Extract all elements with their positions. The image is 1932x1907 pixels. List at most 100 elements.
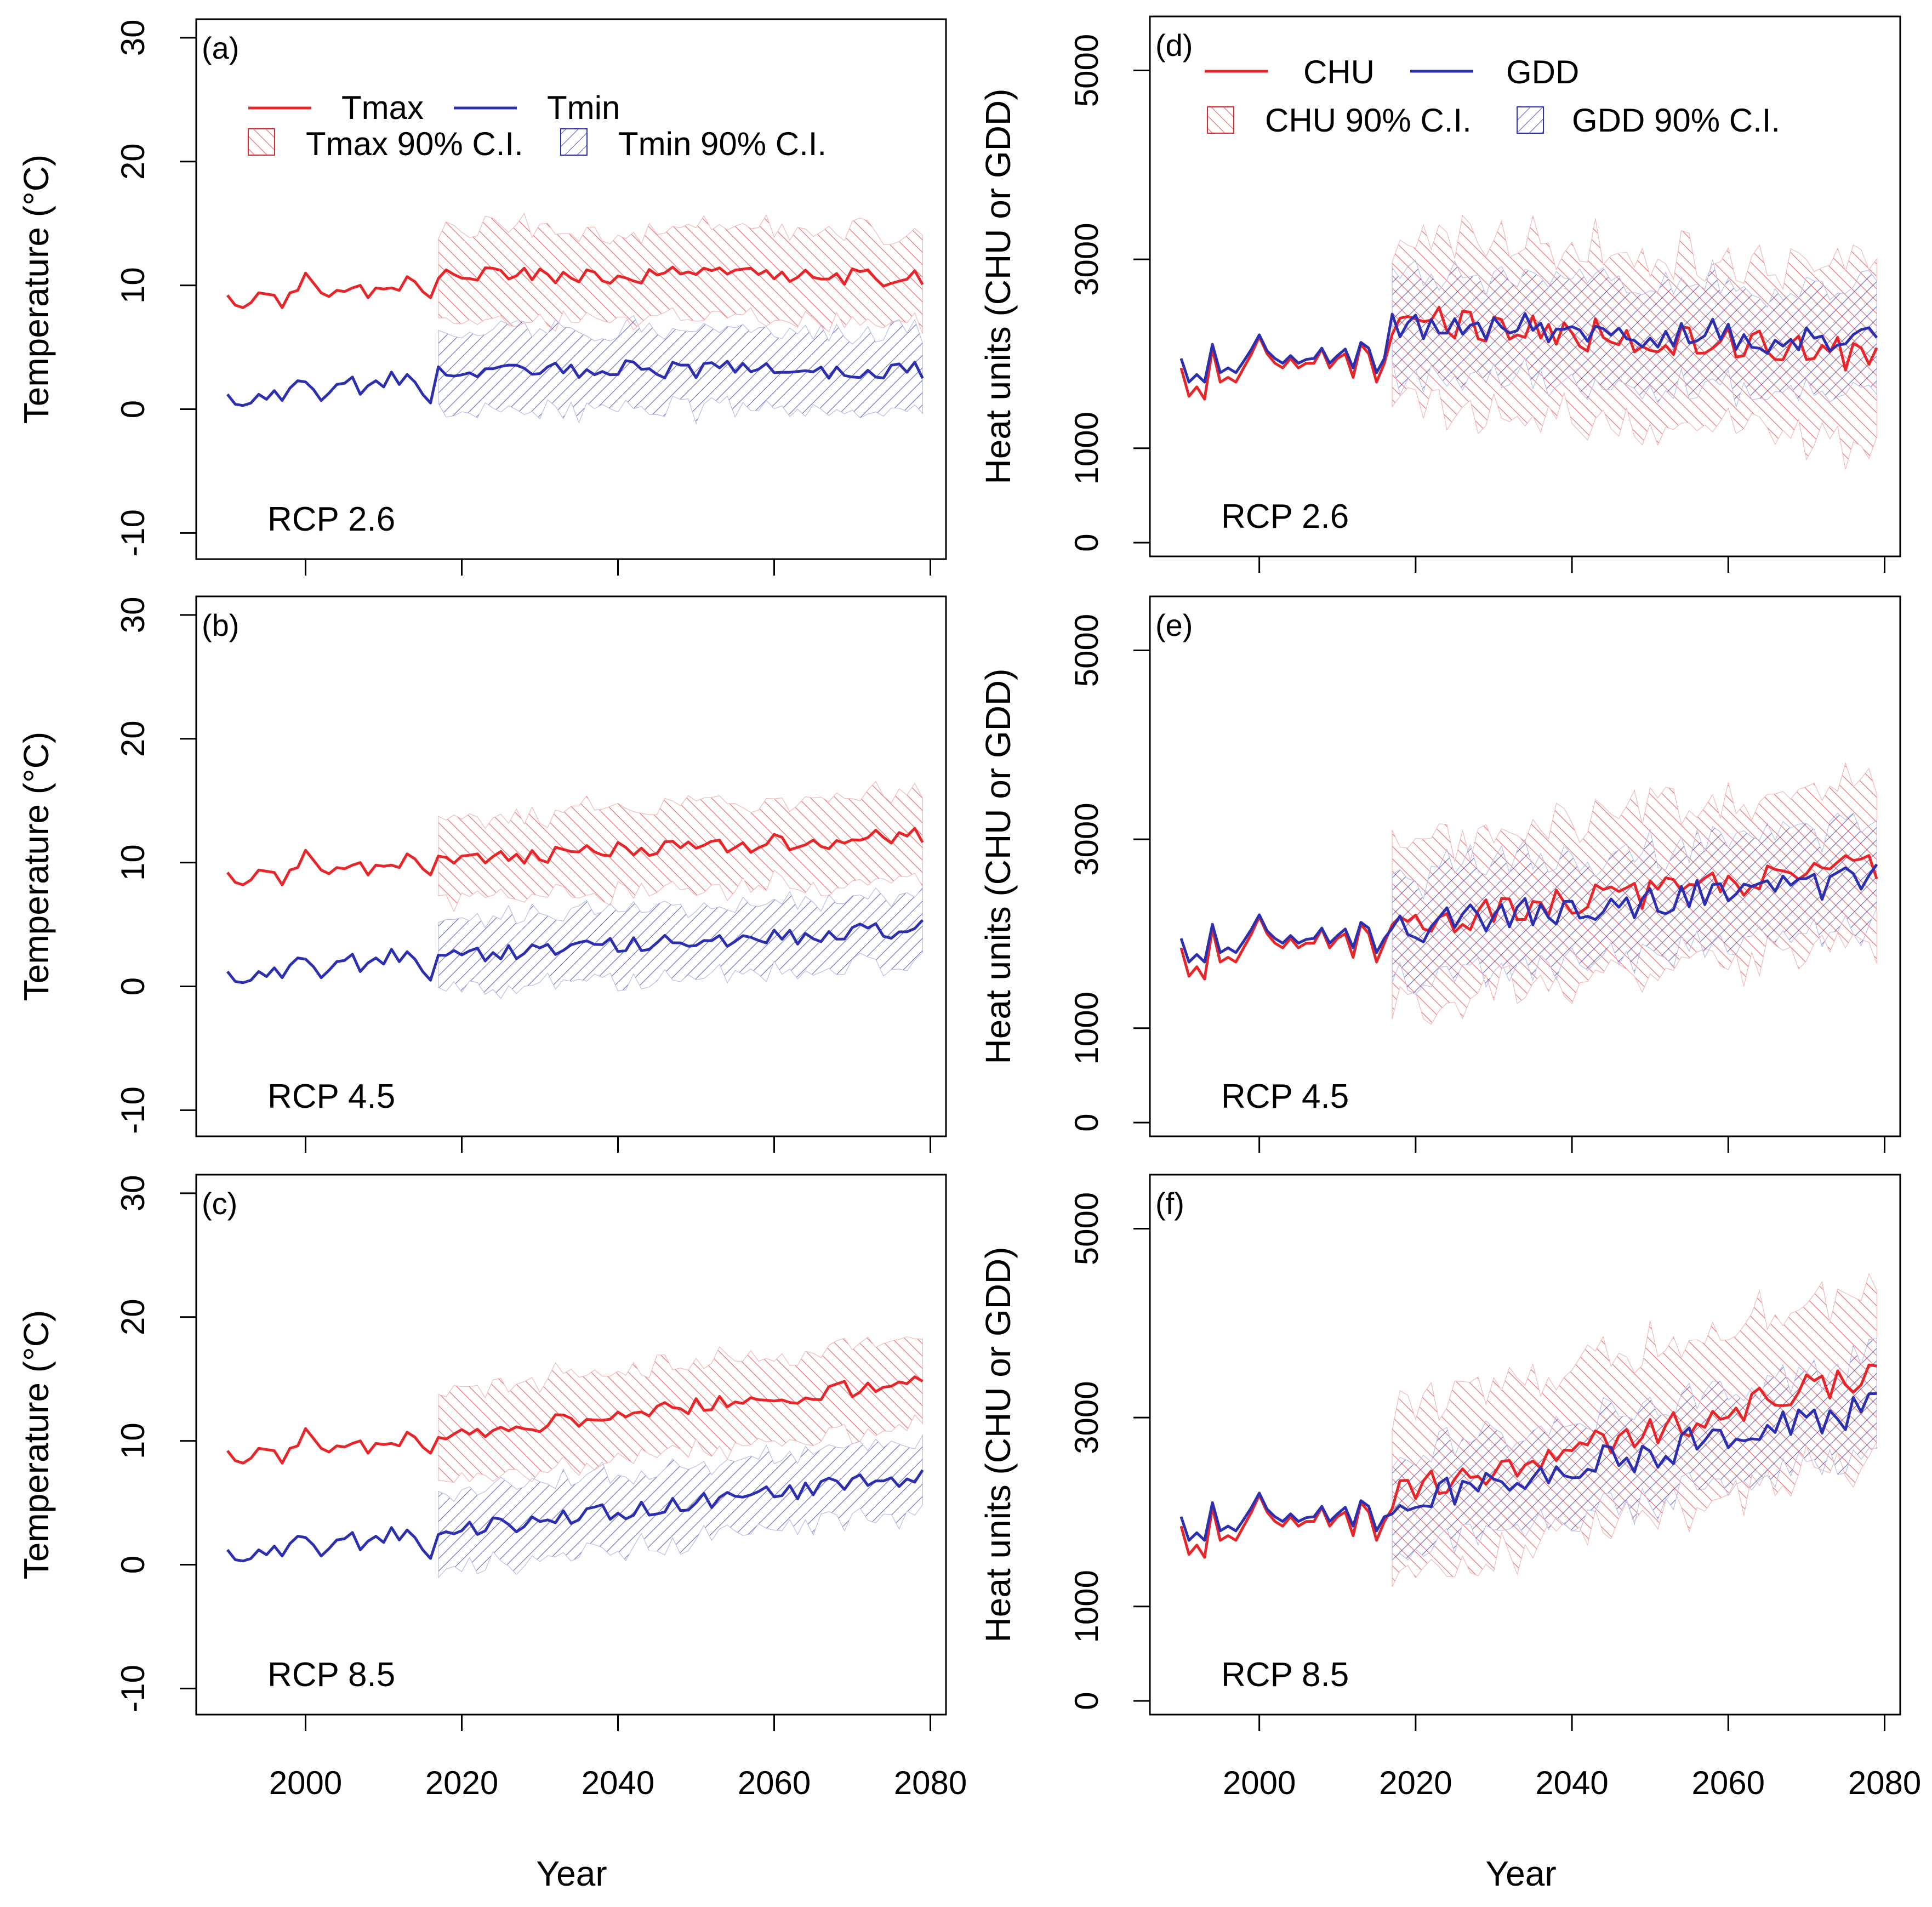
y-axis-title: Temperature (°C) bbox=[16, 732, 56, 1001]
legend-label-tmin: Tmin bbox=[547, 89, 620, 126]
plot-frame bbox=[195, 1174, 947, 1716]
y-tick-label: -10 bbox=[115, 1086, 151, 1134]
x-tick-label: 2000 bbox=[269, 1764, 342, 1801]
x-tick-label: 2040 bbox=[1535, 1764, 1608, 1801]
y-tick-label: 20 bbox=[115, 1299, 151, 1335]
y-tick-label: 10 bbox=[115, 844, 151, 881]
x-axis-title-left: Year bbox=[536, 1854, 607, 1893]
series-line-gdd bbox=[1179, 1392, 1877, 1542]
y-tick-label: 20 bbox=[115, 143, 151, 180]
x-tick-label: 2080 bbox=[1848, 1764, 1921, 1801]
series-line-tmin bbox=[226, 919, 924, 984]
x-tick-label: 2060 bbox=[738, 1764, 811, 1801]
series-line-tmin bbox=[226, 359, 924, 407]
y-tick-label: 5000 bbox=[1068, 1192, 1105, 1265]
y-axis-title: Temperature (°C) bbox=[16, 1310, 56, 1580]
series-line-tmin bbox=[226, 1469, 924, 1563]
series-line-chu bbox=[1179, 1363, 1877, 1559]
y-tick-label: 0 bbox=[115, 400, 151, 418]
y-axis-title: Temperature (°C) bbox=[16, 155, 56, 424]
panel-label: (f) bbox=[1155, 1186, 1184, 1221]
y-tick-label: 30 bbox=[115, 597, 151, 634]
y-tick-label: -10 bbox=[115, 509, 151, 557]
plot-frame bbox=[195, 595, 947, 1137]
legend-label-tmax: Tmax bbox=[341, 89, 424, 126]
series-line-gdd bbox=[1179, 312, 1878, 384]
scenario-label: RCP 2.6 bbox=[1221, 498, 1349, 536]
x-tick-label: 2020 bbox=[1379, 1764, 1452, 1801]
ci-band-lower-var bbox=[1392, 259, 1877, 409]
series-line-tmax bbox=[226, 1375, 924, 1465]
panel-label: (d) bbox=[1155, 28, 1193, 62]
y-tick-label: 0 bbox=[1068, 1692, 1105, 1710]
legend-label-tmin-ci: Tmin 90% C.I. bbox=[618, 126, 827, 162]
legend: Tmax Tmin Tmax 90% C.I. Tmin 90% C.I. bbox=[248, 89, 827, 162]
series-line-tmax bbox=[226, 265, 924, 309]
y-tick-label: 3000 bbox=[1068, 1381, 1105, 1454]
plot-frame bbox=[1149, 595, 1901, 1137]
y-tick-label: 10 bbox=[115, 1422, 151, 1459]
ci-band-lower-var bbox=[1392, 812, 1877, 995]
panel-e: 0 1000 3000 5000 Heat units (CHU or GDD) (e) R… bbox=[978, 595, 1901, 1153]
series-line-gdd bbox=[1179, 863, 1878, 964]
legend-label-chu: CHU bbox=[1303, 54, 1375, 90]
panel-a: -10 0 10 20 30 Temperature (°C) (a) RCP 2.6 Tmax… bbox=[16, 18, 947, 576]
plot-frame bbox=[1149, 15, 1901, 557]
scenario-label: RCP 2.6 bbox=[267, 500, 395, 538]
y-tick-label: 0 bbox=[1068, 533, 1105, 551]
ci-band-lower-var bbox=[438, 315, 923, 425]
legend-swatch-chu-ci bbox=[1207, 106, 1234, 134]
x-axis-title-right: Year bbox=[1485, 1854, 1556, 1893]
panels: -10 0 10 20 30 Temperature (°C) (a) RCP 2.6 Tmax… bbox=[16, 15, 1921, 1801]
scenario-label: RCP 8.5 bbox=[1221, 1656, 1349, 1694]
y-tick-label: 0 bbox=[1068, 1113, 1105, 1131]
x-tick-label: 2000 bbox=[1223, 1764, 1296, 1801]
legend-label-chu-ci: CHU 90% C.I. bbox=[1265, 102, 1472, 139]
y-tick-label: 1000 bbox=[1068, 992, 1105, 1064]
panel-b: -10 0 10 20 30 Temperature (°C) (b) RCP 4.5 bbox=[16, 595, 947, 1153]
y-tick-label: -10 bbox=[115, 1665, 151, 1712]
y-axis-title: Heat units (CHU or GDD) bbox=[978, 1247, 1018, 1643]
y-axis-title: Heat units (CHU or GDD) bbox=[978, 669, 1018, 1064]
y-tick-label: 5000 bbox=[1068, 614, 1105, 687]
y-tick-label: 3000 bbox=[1068, 223, 1105, 295]
y-tick-label: 0 bbox=[115, 1556, 151, 1574]
y-tick-label: 1000 bbox=[1068, 1570, 1105, 1643]
plot-frame bbox=[1149, 1174, 1901, 1716]
legend-swatch-tmax-ci bbox=[248, 128, 275, 156]
plot-frame bbox=[195, 18, 947, 560]
panel-d: 0 1000 3000 5000 Heat units (CHU or GDD) (d) R… bbox=[978, 15, 1901, 573]
series-line-tmax bbox=[226, 827, 924, 886]
ci-band-lower-var bbox=[1392, 1338, 1877, 1561]
legend: CHU GDD CHU 90% C.I. GDD 90% C.I. bbox=[1205, 54, 1780, 139]
ci-band-lower-var bbox=[438, 1434, 923, 1579]
x-tick-label: 2060 bbox=[1692, 1764, 1765, 1801]
y-tick-label: 20 bbox=[115, 720, 151, 757]
scenario-label: RCP 4.5 bbox=[1221, 1078, 1349, 1115]
y-tick-label: 1000 bbox=[1068, 412, 1105, 485]
panel-label: (b) bbox=[202, 608, 239, 642]
y-tick-label: 5000 bbox=[1068, 34, 1105, 107]
panel-label: (a) bbox=[202, 31, 239, 65]
y-tick-label: 10 bbox=[115, 267, 151, 304]
y-tick-label: 0 bbox=[115, 977, 151, 995]
legend-swatch-gdd-ci bbox=[1517, 106, 1544, 134]
legend-label-tmax-ci: Tmax 90% C.I. bbox=[306, 126, 523, 162]
legend-swatch-tmin-ci bbox=[560, 128, 588, 156]
scenario-label: RCP 4.5 bbox=[267, 1078, 395, 1115]
panel-label: (c) bbox=[202, 1186, 237, 1221]
y-tick-label: 30 bbox=[115, 1175, 151, 1212]
x-tick-label: 2040 bbox=[582, 1764, 654, 1801]
legend-label-gdd-ci: GDD 90% C.I. bbox=[1572, 102, 1780, 139]
y-tick-label: 3000 bbox=[1068, 802, 1105, 875]
panel-label: (e) bbox=[1155, 608, 1193, 642]
scenario-label: RCP 8.5 bbox=[267, 1656, 395, 1694]
y-axis-title: Heat units (CHU or GDD) bbox=[978, 89, 1018, 485]
panel-f: 2000 2020 2040 2060 2080 0 1000 3000 5000 Heat un… bbox=[978, 1174, 1921, 1801]
y-tick-label: 30 bbox=[115, 20, 151, 56]
panel-c: 2000 2020 2040 2060 2080 -10 0 10 20 30 Temperatur… bbox=[16, 1174, 967, 1801]
series-line-chu bbox=[1179, 306, 1878, 401]
legend-label-gdd: GDD bbox=[1506, 54, 1579, 90]
x-tick-label: 2020 bbox=[425, 1764, 498, 1801]
